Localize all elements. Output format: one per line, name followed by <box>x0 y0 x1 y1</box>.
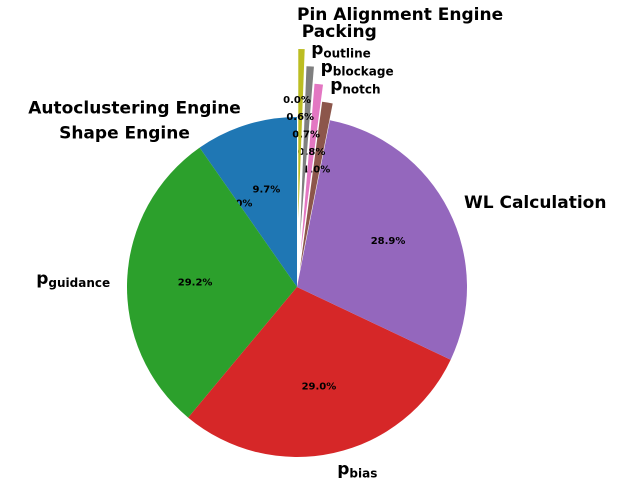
percent-label: 1.0% <box>303 165 331 176</box>
label-subscript: notch <box>342 82 380 96</box>
slice-label: pguidance <box>36 269 110 290</box>
slice-label: Autoclustering Engine <box>28 99 241 119</box>
pie-slice <box>199 117 297 287</box>
label-subscript: guidance <box>48 276 110 290</box>
percent-label: 9.7% <box>252 185 280 196</box>
percent-label: 29.0% <box>302 382 337 393</box>
label-base: p <box>36 269 48 289</box>
slice-label: WL Calculation <box>464 193 607 213</box>
slice-label: Shape Engine <box>59 124 190 144</box>
percent-label: 0.7% <box>292 129 320 140</box>
percent-label: 0.0% <box>283 95 311 106</box>
pie-slice <box>298 49 305 220</box>
slice-label: poutline <box>311 39 371 60</box>
slice-label: pbias <box>337 460 377 479</box>
percent-label: 0.6% <box>286 112 314 123</box>
pie-slice <box>299 101 333 271</box>
label-subscript: outline <box>323 46 370 60</box>
slice-label: pblockage <box>321 57 394 78</box>
label-subscript: blockage <box>333 64 394 78</box>
pie-slice <box>188 287 451 458</box>
pie-slice <box>126 147 297 418</box>
label-base: p <box>330 76 342 96</box>
slice-label: Packing <box>302 22 377 42</box>
slice-label: Pin Alignment Engine <box>297 5 503 25</box>
label-base: p <box>311 39 323 59</box>
pie-slice <box>300 66 314 237</box>
label-base: p <box>337 460 349 479</box>
percent-label: 28.9% <box>371 236 406 247</box>
slice-label: pnotch <box>330 76 380 97</box>
pie-slice <box>297 120 468 360</box>
percent-label: 0.8% <box>298 147 326 158</box>
label-base: p <box>321 57 333 77</box>
label-subscript: bias <box>349 466 377 479</box>
pie-slice <box>300 83 324 254</box>
percent-label: 29.2% <box>178 278 213 289</box>
